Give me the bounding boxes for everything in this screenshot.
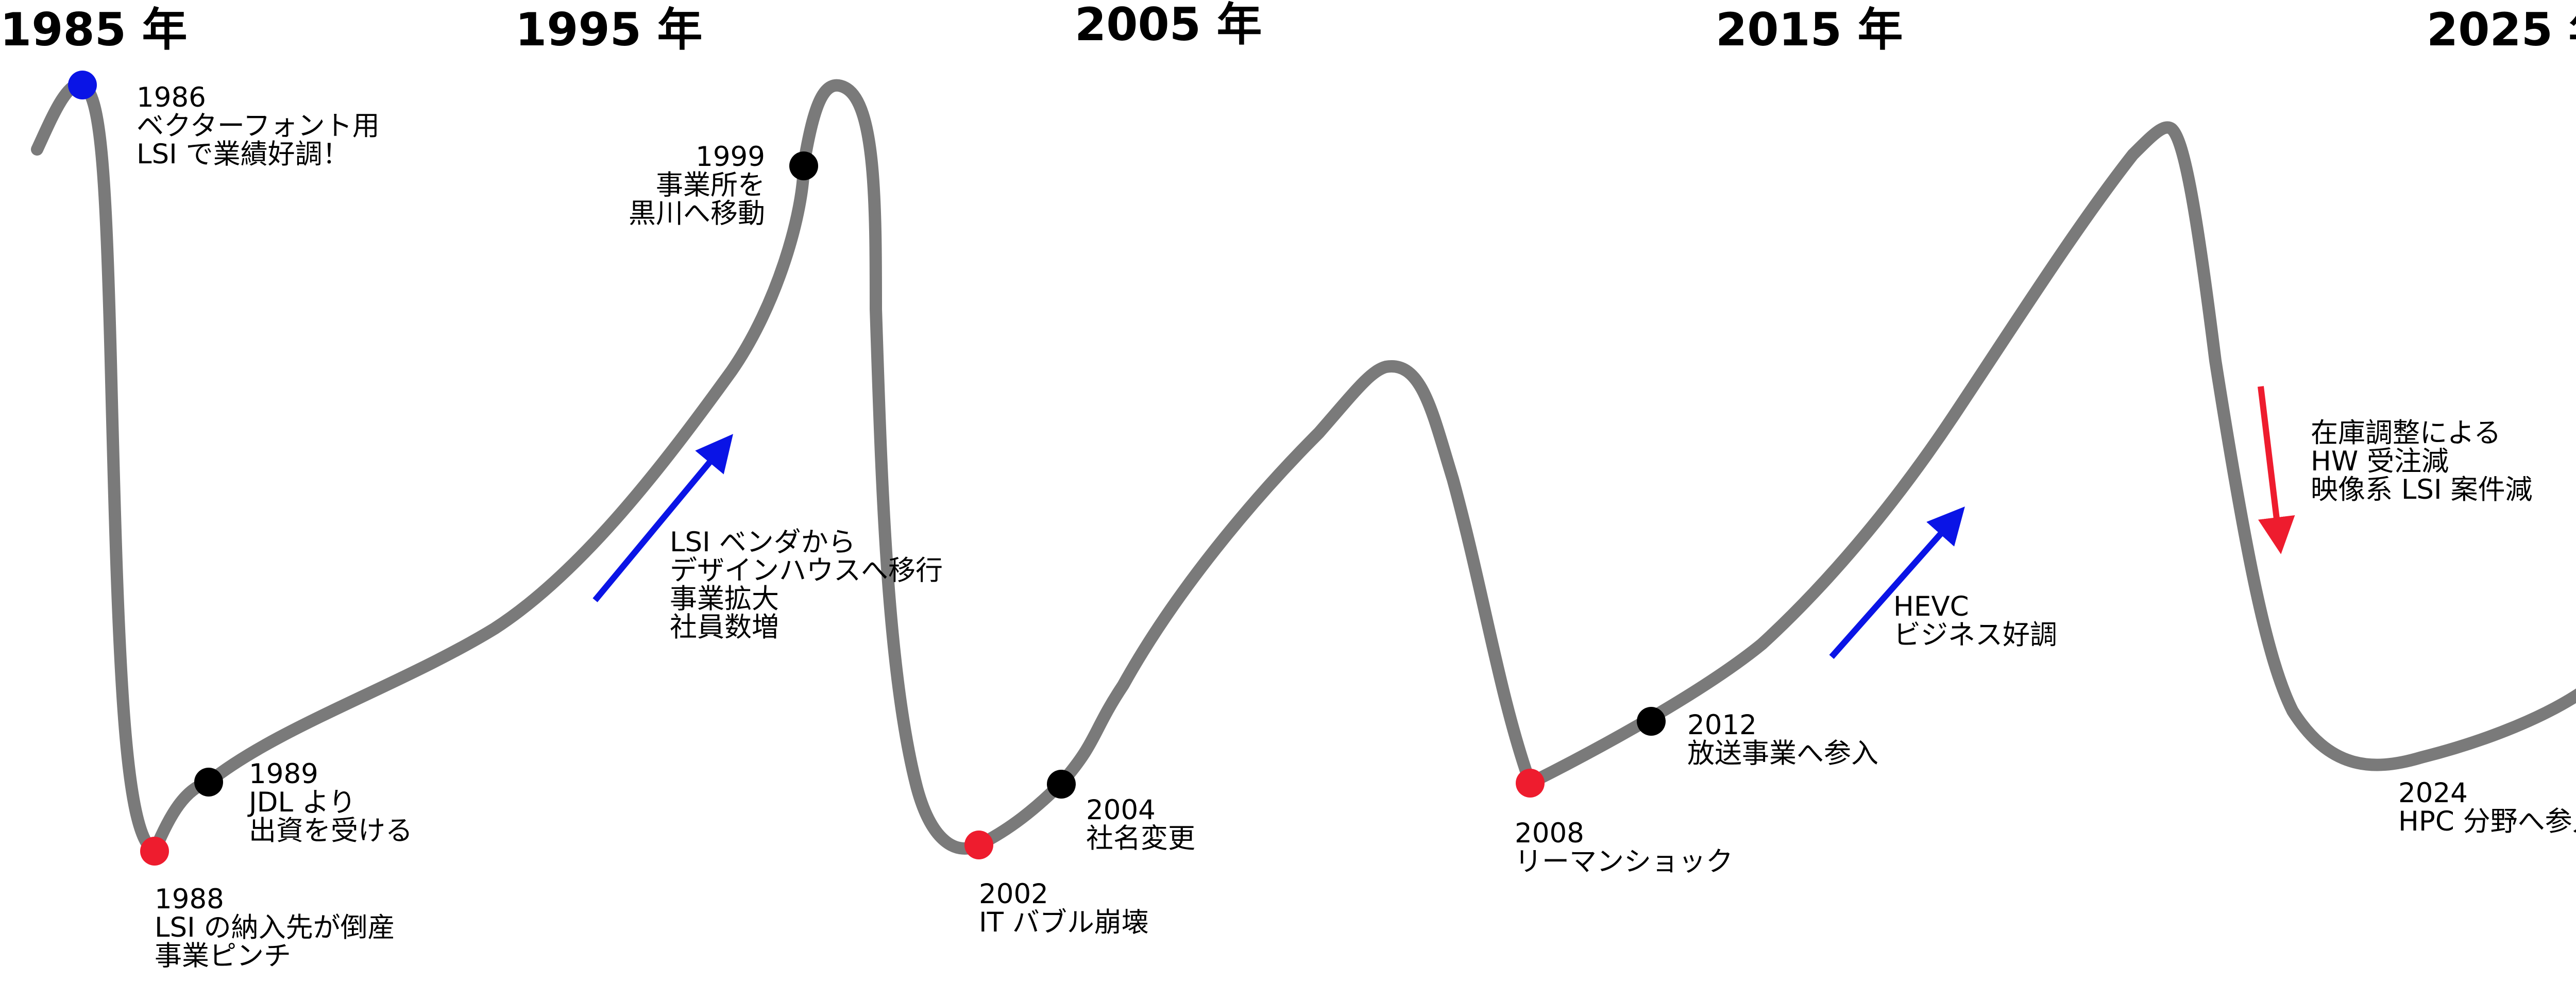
trough-marker-2008 <box>1516 769 1545 798</box>
year-label-1985: 1985 年 <box>0 3 188 56</box>
event-line: IT バブル崩壊 <box>979 907 1149 938</box>
event-year: 1989 <box>249 758 318 790</box>
year-label-2005: 2005 年 <box>1075 0 1262 51</box>
event-line: 出資を受ける <box>249 815 413 846</box>
event-note-1986: 1986 ベクターフォント用 LSI で業績好調！ <box>137 82 380 170</box>
event-marker-2012 <box>1637 707 1666 736</box>
event-note-2004: 2004 社名変更 <box>1086 794 1195 854</box>
trend-line: HEVC <box>1893 591 1969 622</box>
event-line: JDL より <box>247 787 356 818</box>
event-year: 1986 <box>137 82 206 113</box>
event-year: 2002 <box>979 878 1048 910</box>
event-line: 黒川へ移動 <box>629 198 765 229</box>
event-note-2002: 2002 IT バブル崩壊 <box>979 878 1149 938</box>
event-year: 2024 <box>2398 777 2468 809</box>
trend-line: ビジネス好調 <box>1893 619 2057 651</box>
event-marker-2004 <box>1047 770 1076 799</box>
year-label-2015: 2015 年 <box>1716 3 1903 56</box>
event-line: HPC 分野へ参入 <box>2398 806 2576 837</box>
trough-marker-1988 <box>140 837 169 866</box>
trend-note-inventory: 在庫調整による HW 受注減 映像系 LSI 案件減 <box>2311 417 2533 505</box>
event-marker-1999 <box>789 151 818 180</box>
business-performance-curve <box>31 78 2576 857</box>
trend-line: 事業拡大 <box>670 583 779 615</box>
event-line: LSI の納入先が倒産 <box>155 912 395 943</box>
year-label-2025: 2025 年 <box>2427 3 2576 56</box>
trend-line: LSI ベンダから <box>670 527 856 558</box>
event-line: リーマンショック <box>1515 846 1733 877</box>
event-note-1988: 1988 LSI の納入先が倒産 事業ピンチ <box>155 884 395 972</box>
event-line: LSI で業績好調！ <box>137 139 350 170</box>
trend-note-hevc: HEVC ビジネス好調 <box>1893 591 2057 651</box>
year-label-1995: 1995 年 <box>515 3 703 56</box>
trend-line: 映像系 LSI 案件減 <box>2311 474 2533 505</box>
event-note-2012: 2012 放送事業へ参入 <box>1687 709 1878 769</box>
event-line: 事業所を <box>656 170 765 201</box>
trend-line: HW 受注減 <box>2311 446 2449 477</box>
event-year: 1999 <box>696 141 765 173</box>
decline-arrow-inventory <box>2258 386 2295 554</box>
event-note-2008: 2008 リーマンショック <box>1515 818 1733 877</box>
event-note-1999: 1999 事業所を 黒川へ移動 <box>629 141 765 229</box>
event-year: 1988 <box>155 884 224 915</box>
event-year: 2008 <box>1515 818 1584 849</box>
trend-line: デザインハウスへ移行 <box>670 555 943 586</box>
event-year: 2004 <box>1086 794 1156 826</box>
event-year: 2012 <box>1687 709 1757 741</box>
event-line: 事業ピンチ <box>155 940 291 972</box>
event-note-1989: 1989 JDL より 出資を受ける <box>247 758 413 846</box>
trend-line: 社員数増 <box>670 612 779 643</box>
event-line: 社名変更 <box>1086 823 1195 854</box>
growth-arrow-hevc <box>1829 506 1965 659</box>
peak-marker-1986 <box>68 71 97 99</box>
event-marker-1989 <box>194 768 223 797</box>
event-line: ベクターフォント用 <box>137 110 380 142</box>
event-line: 放送事業へ参入 <box>1687 738 1878 769</box>
trough-marker-2002 <box>964 831 993 859</box>
event-note-2024: 2024 HPC 分野へ参入 <box>2398 777 2576 837</box>
growth-arrow-design-house <box>592 434 734 602</box>
trend-note-design-house: LSI ベンダから デザインハウスへ移行 事業拡大 社員数増 <box>670 527 943 643</box>
trend-line: 在庫調整による <box>2311 417 2501 449</box>
